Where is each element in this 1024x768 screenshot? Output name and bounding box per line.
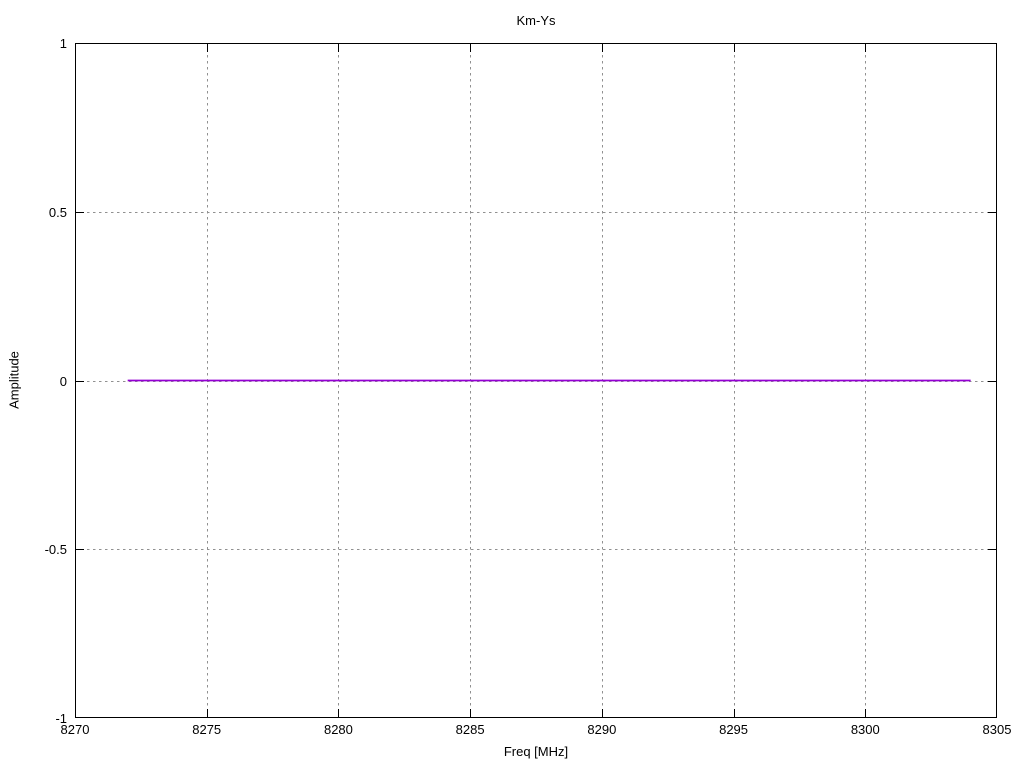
y-tick-label: 0 bbox=[59, 373, 67, 389]
plot-area bbox=[75, 43, 997, 718]
x-tick-label: 8275 bbox=[192, 722, 222, 737]
x-tick-label: 8270 bbox=[60, 722, 90, 737]
y-tick-label: -1 bbox=[55, 711, 67, 726]
x-tick-label: 8295 bbox=[719, 722, 749, 737]
x-tick-label: 8285 bbox=[455, 722, 485, 737]
x-tick-label: 8300 bbox=[850, 722, 880, 737]
y-axis-label: Amplitude bbox=[6, 351, 22, 409]
x-tick-label: 8290 bbox=[587, 722, 617, 737]
chart-title: Km-Ys bbox=[516, 13, 556, 28]
y-tick-label: -0.5 bbox=[44, 542, 67, 558]
x-axis-label: Freq [MHz] bbox=[503, 744, 569, 759]
x-tick-label: 8305 bbox=[982, 722, 1012, 737]
y-tick-label: 1 bbox=[59, 36, 67, 51]
y-tick-label: 0.5 bbox=[48, 204, 67, 220]
x-tick-label: 8280 bbox=[323, 722, 353, 737]
